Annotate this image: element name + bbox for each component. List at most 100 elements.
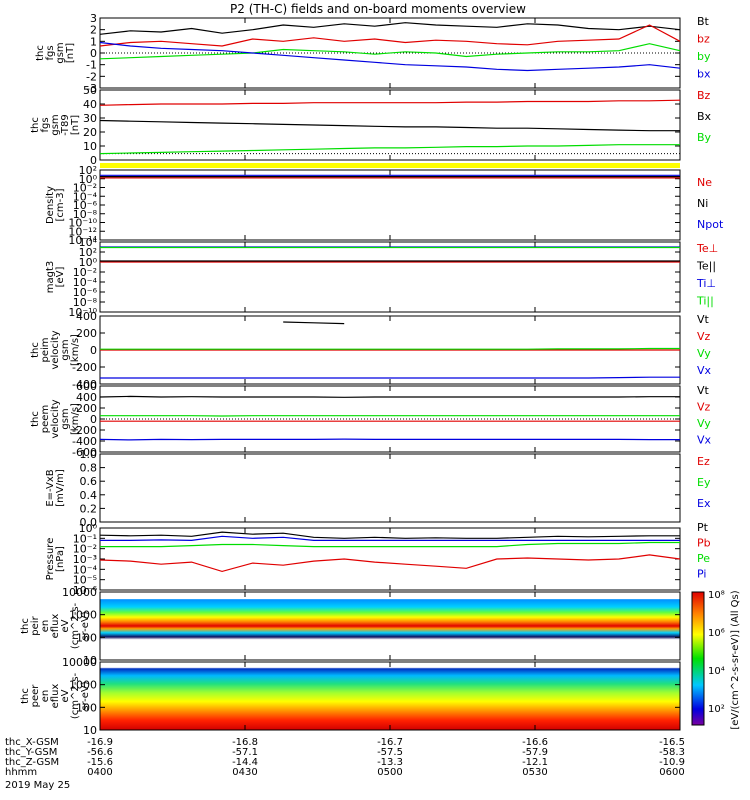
legend-By: By: [697, 131, 712, 144]
y-axis-label: peir: [30, 615, 41, 635]
legend-Ti⊥: Ti⊥: [696, 277, 716, 290]
x-tick-label: -16.5: [659, 737, 685, 748]
y-axis-label: peer: [30, 684, 41, 708]
y-tick-label: 10⁻²: [73, 543, 97, 556]
y-tick-label: 400: [76, 391, 97, 404]
y-tick-label: 10⁻⁸: [73, 296, 98, 309]
y-tick-label: 10⁻⁸: [73, 208, 98, 221]
y-axis-label: gsm: [50, 114, 61, 135]
y-axis-label: thc: [20, 618, 31, 634]
y-axis-label: sr-eV): [80, 611, 91, 640]
legend-bz: bz: [697, 33, 710, 46]
legend-Vx: Vx: [697, 434, 712, 447]
x-tick-label: 0600: [659, 767, 684, 778]
y-tick-label: 0.2: [80, 502, 98, 515]
x-tick-label: -57.1: [232, 747, 258, 758]
y-axis-label: thc: [30, 117, 41, 133]
x-tick-label: -16.6: [522, 737, 548, 748]
series-line-bx: [99, 41, 681, 72]
y-tick-label: 0.8: [80, 462, 98, 475]
x-row-label: thc_Y-GSM: [5, 747, 57, 758]
x-tick-label: -56.6: [87, 747, 113, 758]
y-axis-label: [km/s]: [70, 403, 81, 435]
y-tick-label: -200: [72, 424, 97, 437]
y-tick-label: 400: [76, 310, 97, 323]
legend-Pi: Pi: [697, 568, 706, 581]
y-tick-label: 100: [76, 701, 97, 714]
legend-Ey: Ey: [697, 476, 711, 489]
legend-Ti||: Ti||: [696, 295, 714, 308]
legend-Pt: Pt: [697, 521, 709, 534]
x-tick-label: -15.6: [87, 757, 113, 768]
y-tick-label: 1000: [69, 609, 97, 622]
y-axis-label: thc: [20, 688, 31, 704]
y-tick-label: 10⁰: [79, 256, 98, 269]
panel-frame: [99, 169, 681, 241]
y-axis-label: thc: [35, 45, 46, 61]
panel-5: 400 200 0 -200 -400 thc peim velocity gsm [km/s] V…: [30, 310, 712, 391]
date-label: 2019 May 25: [5, 780, 70, 791]
y-tick-label: 0.0: [80, 516, 98, 529]
y-axis-label: gsm: [60, 339, 71, 360]
y-axis-label: Pressure: [45, 538, 56, 581]
x-tick-label: -57.9: [522, 747, 548, 758]
y-tick-label: 1.0: [80, 448, 98, 461]
y-axis-label: -T89: [60, 114, 71, 136]
series-line-Bt: [99, 22, 681, 35]
y-tick-label: 3: [90, 12, 97, 25]
y-tick-label: 600: [76, 380, 97, 393]
y-axis-label: E=-VxB: [45, 469, 56, 506]
series-line-Pi: [100, 535, 680, 542]
colorbar-gradient: [691, 591, 705, 726]
legend-Vt: Vt: [697, 384, 710, 397]
y-axis-label: magt3: [45, 261, 56, 294]
y-tick-label: 0: [90, 47, 97, 60]
y-tick-label: 10⁻¹⁴: [68, 234, 97, 247]
y-tick-label: 10⁰: [79, 173, 98, 186]
series-line-Vx: [99, 438, 680, 441]
legend-by: by: [697, 50, 711, 63]
y-tick-label: 10000: [62, 656, 97, 669]
y-tick-label: 10⁻⁵: [73, 574, 97, 587]
colorbar-tick: 10⁴: [708, 666, 725, 677]
legend-Ez: Ez: [697, 455, 710, 468]
panel-9: 10000 1000 100 10 thc peir en eflux eV (cm^2-s-sr…: [20, 586, 681, 667]
y-axis-label: velocity: [50, 399, 61, 438]
y-tick-label: 10: [83, 724, 97, 737]
x-row-label: hhmm: [5, 767, 37, 778]
x-tick-label: -13.3: [377, 757, 403, 768]
y-tick-label: -200: [72, 361, 97, 374]
colorbar-tick: 10⁸: [708, 590, 725, 601]
panel-7: 1.00.80.60.40.20.0 E=-VxB [mV/m] Ez Ey Ex: [45, 448, 711, 529]
y-axis-label: [km/s]: [70, 334, 81, 366]
y-axis-label: eflux: [50, 614, 61, 639]
y-tick-label: 1: [90, 35, 97, 48]
y-axis-label: [nT]: [65, 43, 76, 63]
y-axis-label: en: [40, 690, 51, 703]
legend-Vy: Vy: [697, 417, 711, 430]
legend-Vx: Vx: [697, 364, 712, 377]
y-axis-label: gsm: [55, 42, 66, 63]
colorbar-tick: 10²: [708, 704, 725, 715]
y-tick-label: 10⁰: [79, 522, 98, 535]
series-line-Vt: [99, 395, 680, 398]
y-tick-label: 200: [76, 327, 97, 340]
spectrogram: [100, 592, 680, 660]
y-tick-label: 0: [90, 154, 97, 167]
panel-frame: [99, 453, 681, 523]
y-tick-label: -2: [86, 70, 97, 83]
quality-flag-bar: [100, 163, 680, 168]
y-tick-label: 10²: [79, 246, 97, 259]
y-tick-label: -400: [72, 378, 97, 391]
y-axis-label: peim: [40, 337, 51, 362]
y-axis-label: [nT]: [70, 115, 81, 135]
y-axis-label: [mV/m]: [55, 469, 66, 507]
y-tick-label: 10⁻²: [73, 266, 97, 279]
x-row-label: thc_Z-GSM: [5, 757, 59, 768]
y-tick-label: 10⁻⁴: [73, 563, 98, 576]
y-axis-label: [cm-3]: [55, 188, 66, 221]
y-axis-label: [nPa]: [55, 546, 66, 572]
